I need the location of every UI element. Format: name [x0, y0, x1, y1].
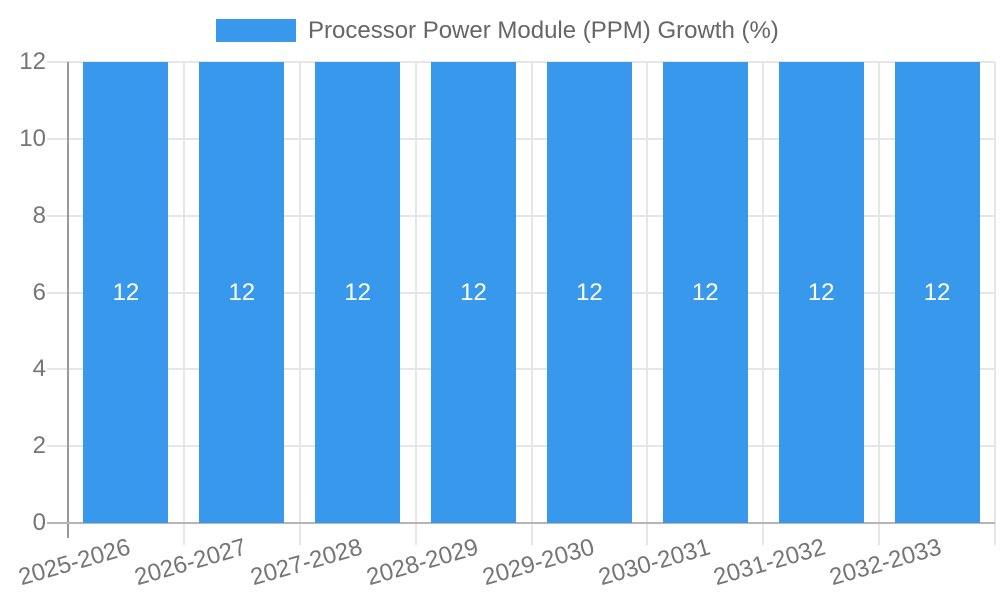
bar[interactable]: 12 [83, 62, 169, 523]
y-axis-line [67, 62, 69, 538]
legend[interactable]: Processor Power Module (PPM) Growth (%) [216, 16, 779, 44]
bar-value-label: 12 [228, 278, 256, 306]
x-gridline [994, 62, 996, 545]
x-gridline [530, 62, 533, 545]
bar-value-label: 12 [923, 278, 951, 306]
y-tick-label: 4 [32, 355, 46, 383]
bar-value-label: 12 [344, 278, 372, 306]
bar[interactable]: 12 [431, 62, 517, 523]
x-gridline [646, 62, 649, 545]
bar-value-label: 12 [691, 278, 719, 306]
x-gridline [182, 62, 185, 545]
x-tick-label: 2025-2026 [15, 533, 134, 592]
x-tick-label: 2028-2029 [363, 533, 482, 592]
x-gridline [762, 62, 765, 545]
bar[interactable]: 12 [662, 62, 748, 523]
y-tick-label: 10 [19, 124, 46, 152]
x-tick-label: 2031-2032 [710, 533, 829, 592]
bar-value-label: 12 [112, 278, 140, 306]
x-axis-line [47, 522, 995, 524]
bar[interactable]: 12 [546, 62, 632, 523]
bar-value-label: 12 [807, 278, 835, 306]
x-gridline [298, 62, 301, 545]
bar[interactable]: 12 [778, 62, 864, 523]
bar-value-label: 12 [460, 278, 487, 306]
bar[interactable]: 12 [199, 62, 285, 523]
bar[interactable]: 12 [315, 62, 401, 523]
bar[interactable]: 12 [894, 62, 980, 523]
y-tick-label: 2 [32, 432, 46, 460]
x-tick-label: 2032-2033 [826, 533, 945, 592]
x-tick-label: 2030-2031 [595, 533, 713, 592]
y-tick-label: 12 [19, 48, 46, 75]
x-gridline [878, 62, 881, 545]
x-tick-label: 2029-2030 [479, 533, 598, 592]
legend-label: Processor Power Module (PPM) Growth (%) [308, 16, 779, 44]
legend-swatch-icon [216, 19, 296, 42]
bar-value-label: 12 [576, 278, 603, 306]
y-gridline [47, 291, 995, 294]
x-gridline [414, 62, 417, 545]
x-tick-label: 2026-2027 [131, 533, 250, 592]
y-gridline [47, 445, 995, 448]
y-tick-label: 0 [32, 509, 46, 536]
y-gridline [47, 61, 995, 63]
y-tick-label: 6 [32, 278, 46, 306]
y-tick-label: 8 [32, 201, 46, 229]
x-tick-label: 2027-2028 [247, 533, 366, 592]
y-gridline [47, 137, 995, 140]
y-gridline [47, 214, 995, 217]
y-gridline [47, 368, 995, 371]
